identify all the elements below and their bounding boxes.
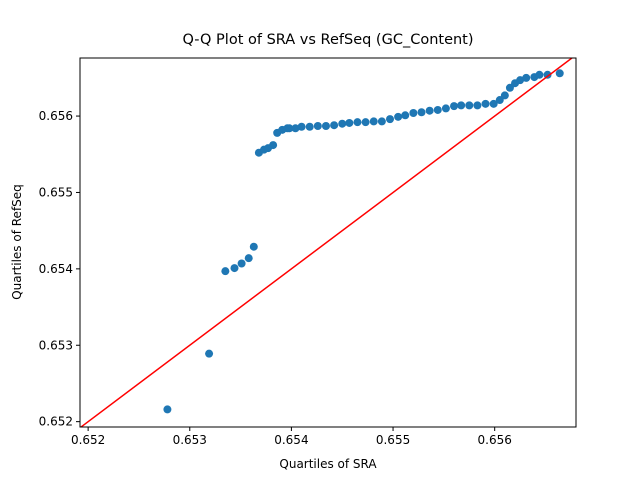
point [535, 70, 544, 79]
point [401, 111, 410, 120]
x-tick-label: 0.652 [71, 433, 105, 447]
point [313, 121, 322, 130]
point [543, 70, 552, 79]
point [205, 349, 214, 358]
point [230, 264, 239, 273]
point [269, 141, 278, 150]
y-axis-label: Quartiles of RefSeq [10, 184, 24, 300]
point [489, 99, 498, 108]
y-tick-label: 0.652 [39, 415, 73, 429]
point [221, 267, 230, 276]
point [249, 242, 258, 251]
point [555, 69, 564, 78]
point [163, 405, 172, 414]
x-tick-label: 0.654 [274, 433, 308, 447]
point [450, 102, 459, 111]
point [361, 118, 370, 127]
point [321, 121, 330, 130]
x-axis-label: Quartiles of SRA [279, 457, 377, 471]
point [330, 121, 339, 130]
point [409, 109, 418, 118]
point [353, 118, 362, 127]
point [425, 106, 434, 115]
point [500, 91, 509, 100]
point [369, 117, 378, 126]
point [386, 115, 394, 124]
point [481, 99, 490, 108]
point [291, 124, 300, 133]
point [345, 118, 354, 127]
point [433, 105, 442, 114]
point [495, 96, 504, 105]
point [394, 112, 403, 121]
point [505, 83, 514, 92]
y-tick-label: 0.654 [39, 262, 73, 276]
point [297, 122, 306, 131]
y-tick-label: 0.653 [39, 338, 73, 352]
point [338, 119, 347, 128]
x-tick-label: 0.655 [376, 433, 410, 447]
x-tick-label: 0.653 [173, 433, 207, 447]
point [305, 122, 314, 131]
point [237, 259, 246, 268]
y-tick-label: 0.656 [39, 109, 73, 123]
point [522, 73, 531, 82]
point [285, 124, 294, 133]
point [516, 76, 525, 85]
y-tick-label: 0.655 [39, 185, 73, 199]
point [417, 108, 426, 117]
point [457, 101, 466, 110]
x-tick-label: 0.656 [478, 433, 512, 447]
point [473, 101, 482, 110]
point [377, 117, 386, 126]
point [465, 101, 474, 110]
plot-frame [79, 57, 577, 428]
point [441, 104, 450, 113]
chart-title: Q-Q Plot of SRA vs RefSeq (GC_Content) [182, 32, 473, 48]
point [244, 254, 253, 263]
